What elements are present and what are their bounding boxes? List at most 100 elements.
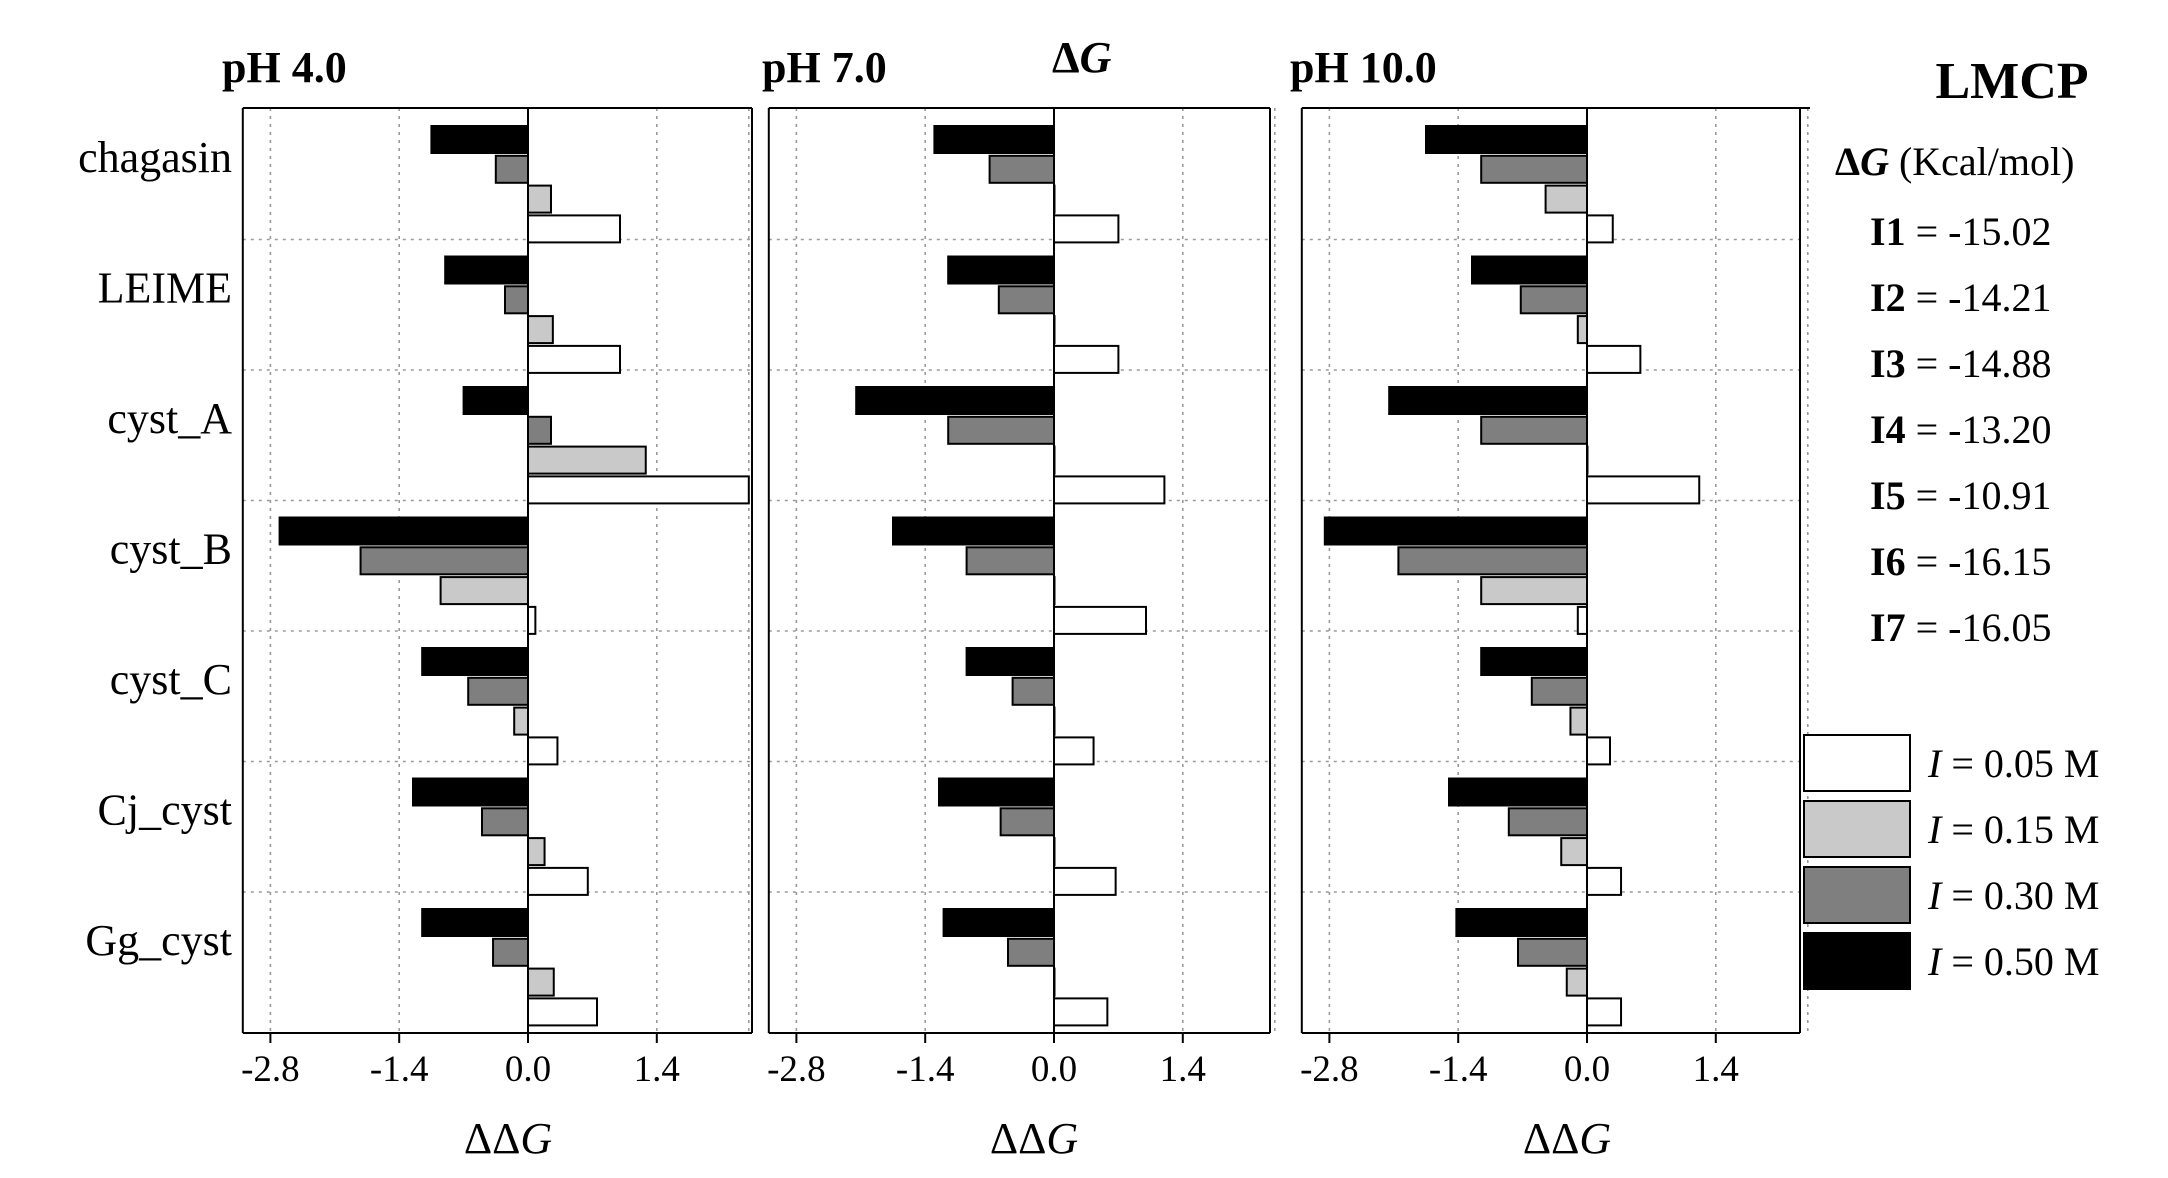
info-entry: I4 = -13.20: [1870, 407, 2051, 452]
panels: pH 4.0 -2.8 -1.4 0.0 1.4 ΔΔG pH 7.0 -2.8 -1.4 0.0…: [222, 43, 1810, 1163]
bar-cyst_A-s0: [462, 386, 530, 415]
x-tick-label: -1.4: [1429, 1049, 1488, 1090]
legend-swatch: [1803, 866, 1911, 924]
bar-cyst_B-s3: [527, 605, 537, 635]
bar-Gg_cyst-s1: [1517, 937, 1588, 967]
x-axis-label: ΔΔG: [990, 1114, 1078, 1163]
panel-3: pH 10.0 -2.8 -1.4 0.0 1.4 ΔΔG: [1290, 43, 1810, 1163]
bar-chagasin-s2: [527, 184, 552, 214]
x-tick-label: 0.0: [1031, 1049, 1077, 1090]
bar-cyst_B-s2: [439, 576, 530, 606]
bar-cyst_A-s1: [1480, 415, 1588, 445]
bar-cyst_A-s0: [1388, 386, 1588, 415]
bar-LEIME-s0: [1471, 255, 1588, 285]
info-entry: I6 = -16.15: [1870, 539, 2051, 584]
bar-chagasin-s0: [933, 125, 1056, 154]
bar-cyst_A-s3: [1053, 475, 1166, 505]
bar-Cj_cyst-s1: [999, 807, 1056, 837]
bar-Cj_cyst-s2: [527, 837, 546, 867]
bar-cyst_B-s0: [278, 516, 529, 546]
bar-cyst_C-s2: [1569, 706, 1588, 736]
x-axis-label: ΔΔG: [1523, 1114, 1611, 1163]
bar-cyst_C-s0: [965, 647, 1055, 676]
panel-1: pH 4.0 -2.8 -1.4 0.0 1.4 ΔΔG: [222, 43, 753, 1163]
bar-cyst_A-s0: [855, 386, 1056, 415]
bar-cyst_A-s3: [1586, 475, 1701, 505]
bar-LEIME-s0: [947, 255, 1056, 285]
x-tick-label: -2.8: [1300, 1049, 1359, 1090]
info-unit: ΔG (Kcal/mol): [1835, 139, 2074, 184]
bar-Gg_cyst-s0: [421, 908, 530, 937]
bar-Gg_cyst-s1: [492, 937, 530, 967]
bar-cyst_C-s1: [467, 676, 530, 706]
bar-cyst_C-s3: [527, 736, 559, 766]
bar-cyst_B-s3: [1053, 605, 1147, 635]
bar-chagasin-s3: [1053, 214, 1120, 244]
bar-chagasin-s0: [1425, 125, 1588, 154]
category-label: cyst_C: [110, 655, 232, 704]
bar-Cj_cyst-s0: [1448, 777, 1588, 807]
category-label: Cj_cyst: [98, 786, 232, 835]
category-label: cyst_B: [110, 525, 232, 574]
bar-LEIME-s2: [1576, 315, 1589, 345]
bar-Cj_cyst-s2: [1560, 837, 1588, 867]
bar-LEIME-s3: [527, 344, 621, 374]
info-entry: I3 = -14.88: [1870, 341, 2051, 386]
bar-Gg_cyst-s0: [1455, 908, 1588, 937]
bar-Cj_cyst-s0: [412, 777, 529, 807]
bar-Cj_cyst-s3: [1053, 866, 1117, 896]
x-tick-label: -2.8: [241, 1049, 300, 1090]
bar-cyst_B-s2: [1480, 576, 1588, 606]
info-entry: I7 = -16.05: [1870, 605, 2051, 650]
x-tick-label: -2.8: [767, 1049, 826, 1090]
bar-cyst_C-s2: [513, 706, 530, 736]
bar-Gg_cyst-s3: [527, 997, 598, 1027]
panel-title: pH 4.0: [222, 43, 347, 92]
bar-LEIME-s1: [504, 285, 529, 315]
bar-Gg_cyst-s2: [527, 967, 555, 997]
bar-Gg_cyst-s0: [942, 908, 1055, 937]
bar-chagasin-s1: [1480, 154, 1588, 184]
x-tick-label: 1.4: [1160, 1049, 1206, 1090]
bar-LEIME-s3: [1586, 344, 1642, 374]
bar-cyst_B-s0: [892, 516, 1055, 546]
bar-cyst_C-s3: [1586, 736, 1611, 766]
bar-cyst_A-s1: [527, 415, 552, 445]
x-tick-label: 1.4: [1693, 1049, 1739, 1090]
legend-swatch: [1803, 800, 1911, 858]
bar-LEIME-s2: [527, 315, 554, 345]
bar-cyst_B-s1: [1397, 546, 1589, 576]
category-label: cyst_A: [107, 394, 232, 443]
bar-Cj_cyst-s3: [1586, 866, 1623, 896]
category-label: Gg_cyst: [85, 916, 232, 965]
bar-cyst_C-s1: [1530, 676, 1589, 706]
bar-Cj_cyst-s0: [938, 777, 1055, 807]
x-axis-label: ΔΔG: [464, 1114, 552, 1163]
panel-2: pH 7.0 -2.8 -1.4 0.0 1.4 ΔΔG: [762, 43, 1276, 1163]
legend-swatch: [1803, 734, 1911, 792]
bar-LEIME-s1: [997, 285, 1055, 315]
bar-Gg_cyst-s3: [1053, 997, 1109, 1027]
legend-label: I = 0.05 M: [1927, 741, 2099, 786]
bar-cyst_B-s0: [1323, 516, 1589, 546]
bar-cyst_A-s1: [947, 415, 1056, 445]
x-tick-label: -1.4: [370, 1049, 429, 1090]
bar-Cj_cyst-s1: [1507, 807, 1589, 837]
info-entry: I1 = -15.02: [1870, 209, 2051, 254]
bar-chagasin-s2: [1544, 184, 1588, 214]
bar-chagasin-s1: [988, 154, 1055, 184]
bar-Gg_cyst-s2: [1565, 967, 1589, 997]
bar-Cj_cyst-s1: [481, 807, 529, 837]
bar-chagasin-s0: [430, 125, 529, 154]
panel-title: pH 7.0: [762, 43, 887, 92]
bar-cyst_C-s0: [421, 647, 530, 676]
bar-Gg_cyst-s3: [1586, 997, 1623, 1027]
info-title: LMCP: [1935, 53, 2088, 110]
info-entries: I1 = -15.02 I2 = -14.21 I3 = -14.88 I4 = -13.20…: [1870, 209, 2051, 650]
bar-Cj_cyst-s3: [527, 866, 589, 896]
bar-cyst_A-s2: [527, 445, 647, 475]
legend-label: I = 0.15 M: [1927, 807, 2099, 852]
x-tick-label: 0.0: [1564, 1049, 1610, 1090]
bar-Gg_cyst-s1: [1007, 937, 1055, 967]
